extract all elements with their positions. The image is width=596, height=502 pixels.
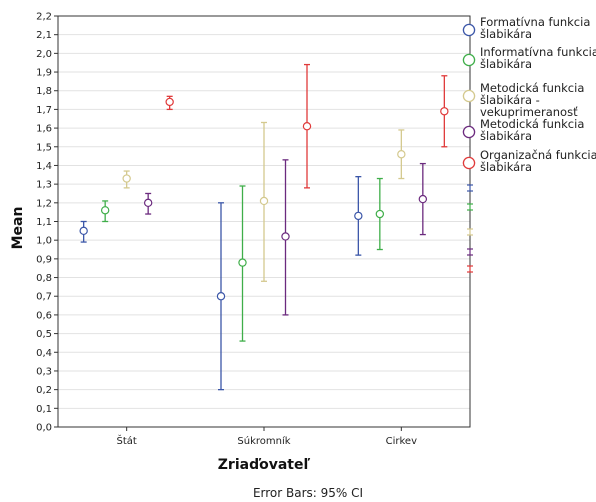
y-tick-label: 0,5 — [36, 329, 52, 340]
y-tick-label: 1,3 — [36, 180, 52, 191]
mean-marker — [354, 211, 363, 221]
y-tick-label: 0,8 — [36, 273, 52, 284]
y-tick-label: 0,2 — [36, 385, 52, 396]
mean-marker — [440, 107, 449, 116]
error-bar-point — [302, 63, 312, 189]
y-tick-label: 0,3 — [36, 366, 52, 377]
y-axis-ticks: 0,0 0,1 0,2 0,3 0,4 0,5 0,6 0,7 0,8 0,9 1,0 1,1 1,2 1… — [36, 12, 58, 434]
error-bar-point — [440, 75, 449, 148]
legend-label: Metodická funkcia — [480, 81, 584, 95]
error-bars-footnote: Error Bars: 95% CI — [253, 486, 363, 500]
y-tick-label: 0,4 — [36, 348, 52, 359]
y-tick-label: 1,4 — [36, 161, 52, 172]
legend-marker — [462, 53, 476, 67]
error-bar-point — [216, 202, 226, 391]
error-bar-point — [375, 177, 385, 251]
x-tick-label: Štát — [117, 434, 137, 447]
y-tick-label: 1,8 — [36, 86, 52, 97]
x-axis-title: Zriaďovateľ — [218, 457, 311, 473]
y-tick-label: 2,0 — [36, 49, 52, 60]
mean-marker — [79, 226, 88, 236]
y-tick-label: 0,0 — [36, 423, 52, 434]
x-tick-label: Súkromník — [237, 435, 290, 447]
mean-marker — [143, 198, 153, 208]
error-bar-point — [122, 170, 131, 189]
y-tick-label: 1,9 — [36, 68, 52, 79]
data-marks — [79, 63, 449, 391]
mean-marker — [100, 206, 110, 215]
error-bar-point — [100, 200, 110, 223]
mean-marker — [216, 292, 226, 301]
legend-label: šlabikára — [480, 57, 532, 71]
legend-label: vekuprimeranosť — [480, 105, 578, 119]
legend-label: Informatívna funkcia — [480, 45, 596, 59]
error-bar-point — [238, 185, 247, 342]
y-tick-label: 1,0 — [36, 236, 52, 247]
legend-label: šlabikára - — [480, 93, 540, 107]
error-bar-point — [165, 95, 174, 111]
y-axis-title: Mean — [10, 207, 26, 250]
x-tick-label: Cirkev — [386, 436, 417, 447]
legend-edge-swatches — [467, 184, 473, 273]
y-tick-label: 1,1 — [36, 217, 52, 228]
legend-marker — [462, 23, 476, 37]
error-bar-point — [418, 162, 428, 236]
legend-marker — [462, 156, 476, 170]
mean-marker — [165, 97, 174, 107]
mean-marker — [281, 232, 290, 241]
mean-marker — [375, 209, 385, 219]
error-bar-point — [79, 220, 88, 243]
error-bar-point — [397, 129, 406, 180]
y-tick-label: 1,5 — [36, 142, 52, 153]
y-tick-label: 0,9 — [36, 254, 52, 265]
y-tick-label: 2,2 — [36, 12, 52, 23]
error-bar-point — [259, 121, 269, 282]
mean-marker — [302, 122, 312, 131]
y-tick-label: 1,7 — [36, 105, 52, 116]
legend: Formatívna funkciašlabikáraInformatívna … — [462, 15, 596, 273]
y-tick-label: 2,1 — [36, 30, 52, 41]
mean-marker — [238, 258, 247, 267]
legend-marker — [462, 89, 476, 103]
mean-marker — [259, 196, 269, 206]
legend-label: Metodická funkcia — [480, 117, 584, 131]
y-tick-label: 1,2 — [36, 198, 52, 209]
legend-label: šlabikára — [480, 129, 532, 143]
legend-label: Formatívna funkcia — [480, 15, 590, 29]
legend-marker — [462, 125, 476, 139]
error-bar-point — [143, 192, 153, 215]
mean-marker — [418, 194, 428, 204]
mean-marker — [122, 174, 131, 183]
legend-label: Organizačná funkcia — [480, 148, 596, 162]
legend-label: šlabikára — [480, 27, 532, 41]
y-tick-label: 0,1 — [36, 404, 52, 415]
y-tick-label: 0,7 — [36, 292, 52, 303]
y-tick-label: 0,6 — [36, 310, 52, 321]
error-bar-point — [354, 176, 363, 256]
mean-marker — [397, 150, 406, 159]
error-bar-point — [281, 159, 290, 316]
x-axis-ticks: Štát Súkromník Cirkev — [117, 427, 417, 447]
y-tick-label: 1,6 — [36, 124, 52, 135]
legend-label: šlabikára — [480, 160, 532, 174]
